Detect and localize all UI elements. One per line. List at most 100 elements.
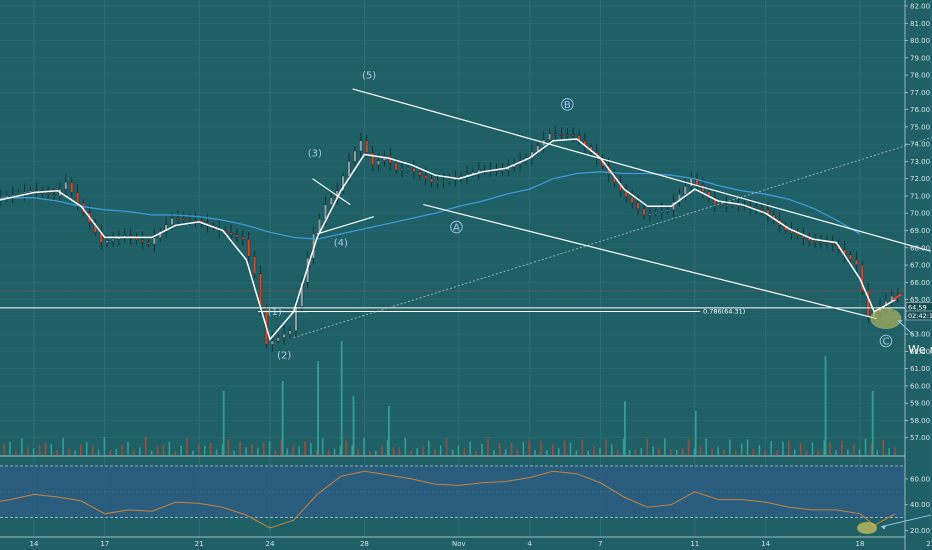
- wave-label: B: [564, 100, 571, 111]
- trend-channel-drawings: [258, 88, 932, 338]
- volume-bar: [687, 439, 690, 455]
- volume-bar: [563, 440, 566, 455]
- candle-up: [294, 306, 298, 331]
- volume-bar: [681, 448, 684, 455]
- price-axis-label: 61.00: [910, 365, 930, 373]
- candle-down: [188, 219, 192, 221]
- candle-down: [247, 238, 251, 257]
- candle-up: [282, 333, 286, 338]
- volume-bar: [734, 450, 737, 455]
- volume-bar: [245, 447, 247, 455]
- volume-bar: [310, 443, 312, 455]
- volume-bar: [510, 442, 513, 455]
- candle-up: [447, 179, 451, 181]
- volume-bar: [569, 442, 572, 455]
- volume-bar: [251, 444, 253, 455]
- volume-bar: [239, 441, 241, 455]
- candle-down: [430, 178, 434, 183]
- candle-up: [359, 140, 363, 152]
- price-axis-label: 75.00: [910, 123, 930, 131]
- volume-bar: [599, 447, 601, 455]
- volume-bar: [150, 450, 153, 455]
- volume-bar: [103, 437, 106, 455]
- time-axis-label: 4: [527, 540, 532, 548]
- candle-down: [146, 241, 150, 245]
- volume-bar: [752, 448, 755, 455]
- volume-bar: [9, 441, 11, 455]
- volume-bar: [445, 438, 448, 455]
- annotation-arrowhead: [881, 525, 887, 530]
- volume-bar: [516, 449, 519, 455]
- candle-up: [648, 213, 652, 216]
- candle-down: [754, 206, 758, 209]
- candle-down: [424, 175, 428, 179]
- price-axis-label: 73.00: [910, 158, 930, 166]
- candle-down: [253, 256, 257, 274]
- volume-bar: [439, 445, 442, 455]
- volume-bar: [634, 449, 637, 455]
- volume-bar: [782, 441, 784, 455]
- volume-bar: [97, 448, 100, 455]
- candle-up: [276, 337, 280, 342]
- volume-bar: [209, 443, 212, 455]
- volume-bar: [788, 440, 790, 455]
- volume-bar: [457, 445, 460, 455]
- volume-bar: [534, 450, 536, 455]
- volume-bar: [616, 449, 619, 455]
- candle-down: [135, 237, 139, 241]
- volume-bar: [740, 443, 743, 455]
- volume-bar: [180, 445, 182, 455]
- volume-bar: [121, 444, 123, 455]
- volume-bar: [274, 450, 277, 455]
- volume-bar: [487, 439, 489, 455]
- time-axis-label: 11: [690, 540, 699, 548]
- volume-bar-spike: [340, 341, 343, 455]
- volume-bar: [85, 441, 88, 455]
- volume-bar: [723, 449, 725, 455]
- volume-bar: [44, 442, 47, 455]
- volume-bar-spike: [624, 401, 626, 455]
- volume-bar: [729, 439, 731, 455]
- volume-bar: [62, 437, 64, 455]
- volume-bar: [711, 448, 713, 455]
- price-axis-label: 72.00: [910, 175, 930, 183]
- volume-bar: [416, 448, 418, 455]
- volume-bar: [864, 438, 867, 455]
- candle-up: [400, 168, 404, 171]
- candle-up: [441, 180, 445, 182]
- candle-down: [571, 134, 575, 137]
- candle-up: [23, 191, 27, 194]
- volume-bar: [345, 440, 348, 455]
- price-tag-label: 02:42:1: [908, 312, 932, 320]
- candle-down: [418, 171, 422, 176]
- volume-bar: [227, 439, 230, 455]
- wave-trendline: [317, 216, 375, 235]
- candle-down: [194, 219, 198, 222]
- volume-bar: [717, 447, 719, 455]
- volume-bar: [587, 450, 590, 455]
- volume-bar: [646, 439, 649, 455]
- annotations: We need bounce from this area.RSI extrem…: [881, 319, 932, 530]
- volume-bar: [764, 450, 767, 455]
- time-axis-label: 24: [266, 540, 275, 548]
- volume-bar: [375, 450, 377, 455]
- rsi-panel: [0, 455, 905, 534]
- volume-bar: [593, 446, 595, 455]
- candle-down: [46, 193, 50, 195]
- volume-bar: [133, 448, 135, 455]
- volume-bar: [156, 446, 159, 455]
- price-axis-label: 59.00: [910, 400, 930, 408]
- indicator-lines: 0.786(64.31): [0, 138, 905, 341]
- volume-bar: [557, 448, 560, 455]
- volume-bar: [74, 450, 76, 455]
- volume-bar-spike: [388, 406, 390, 455]
- volume-bar: [127, 441, 129, 455]
- candle-down: [554, 133, 558, 136]
- volume-bar: [386, 440, 389, 455]
- volume-bar: [605, 439, 607, 455]
- candle-down: [371, 152, 375, 166]
- volume-bar-spike: [824, 356, 827, 455]
- price-axis-label: 79.00: [910, 54, 930, 62]
- rsi-extreme-highlight: [857, 521, 878, 534]
